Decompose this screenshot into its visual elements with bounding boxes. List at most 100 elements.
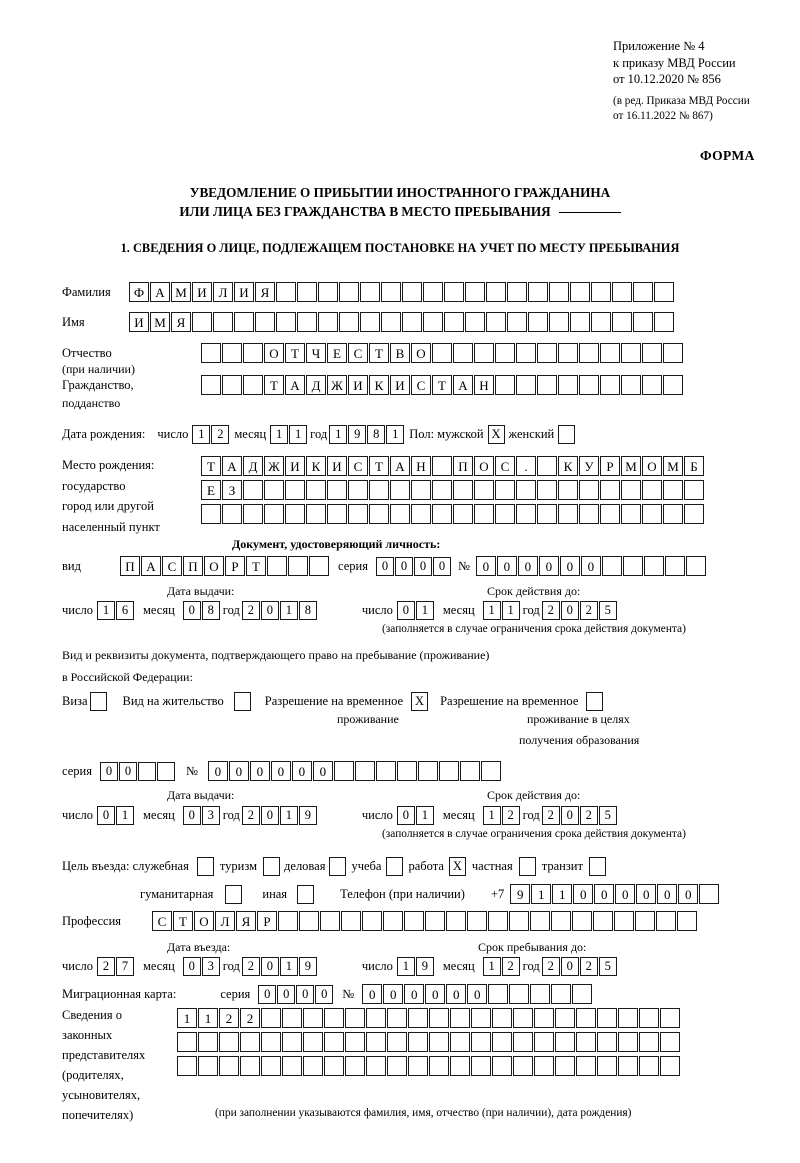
char-cell[interactable]: И [390, 375, 410, 395]
char-cell[interactable] [222, 343, 242, 363]
char-cell[interactable] [465, 312, 485, 332]
char-cell[interactable] [495, 343, 515, 363]
char-cell[interactable] [558, 425, 576, 444]
char-cell[interactable]: 0 [182, 601, 201, 620]
char-cell[interactable]: 8 [298, 601, 317, 620]
char-cell[interactable] [444, 312, 464, 332]
char-cell[interactable] [429, 1056, 449, 1076]
char-cell[interactable] [654, 282, 674, 302]
char-cell[interactable]: Ж [264, 456, 284, 476]
char-cell[interactable]: 0 [560, 601, 579, 620]
char-cell[interactable]: Е [327, 343, 347, 363]
char-cell[interactable] [306, 504, 326, 524]
char-cell[interactable] [366, 1008, 386, 1028]
char-cell[interactable] [600, 504, 620, 524]
char-cell[interactable] [621, 504, 641, 524]
char-cell[interactable] [643, 556, 664, 576]
char-cell[interactable]: 0 [636, 884, 657, 904]
char-cell[interactable]: К [558, 456, 578, 476]
char-cell[interactable] [558, 375, 578, 395]
char-cell[interactable]: 2 [541, 806, 560, 825]
char-cell[interactable]: Т [173, 911, 193, 931]
char-cell[interactable] [621, 480, 641, 500]
char-cell[interactable] [588, 857, 606, 876]
char-cell[interactable] [438, 761, 459, 781]
char-cell[interactable] [177, 1032, 197, 1052]
char-cell[interactable] [450, 1032, 470, 1052]
char-cell[interactable] [192, 312, 212, 332]
char-cell[interactable]: 2 [501, 806, 520, 825]
char-cell[interactable]: 1 [270, 425, 289, 444]
char-cell[interactable] [601, 556, 622, 576]
char-cell[interactable]: 9 [348, 425, 367, 444]
char-cell[interactable]: Ч [306, 343, 326, 363]
char-cell[interactable]: 1 [279, 957, 298, 976]
char-cell[interactable]: 5 [598, 601, 617, 620]
char-cell[interactable] [408, 1032, 428, 1052]
char-cell[interactable] [381, 282, 401, 302]
char-cell[interactable]: Р [600, 456, 620, 476]
char-cell[interactable]: 0 [404, 984, 425, 1004]
char-cell[interactable]: 0 [312, 761, 333, 781]
char-cell[interactable]: 2 [541, 601, 560, 620]
temp-residence-edu-checkbox[interactable] [586, 692, 604, 711]
purpose-work-checkbox[interactable]: X [448, 857, 466, 876]
char-cell[interactable]: А [150, 282, 170, 302]
char-cell[interactable] [549, 312, 569, 332]
char-cell[interactable] [516, 504, 536, 524]
char-cell[interactable] [375, 761, 396, 781]
char-cell[interactable] [663, 504, 683, 524]
char-cell[interactable] [233, 692, 251, 711]
char-cell[interactable] [390, 480, 410, 500]
char-cell[interactable]: О [194, 911, 214, 931]
char-cell[interactable] [339, 312, 359, 332]
char-cell[interactable] [156, 761, 175, 781]
char-cell[interactable] [618, 1056, 638, 1076]
char-cell[interactable] [429, 1032, 449, 1052]
char-cell[interactable]: 0 [396, 806, 415, 825]
char-cell[interactable]: Е [201, 480, 221, 500]
char-cell[interactable]: И [348, 375, 368, 395]
char-cell[interactable]: 0 [118, 761, 137, 781]
char-cell[interactable] [196, 857, 214, 876]
char-cell[interactable] [612, 282, 632, 302]
purpose-other-checkbox[interactable] [297, 884, 315, 904]
char-cell[interactable]: 0 [99, 761, 118, 781]
char-cell[interactable] [453, 343, 473, 363]
purpose-business-checkbox[interactable] [329, 857, 347, 876]
char-cell[interactable]: 8 [201, 601, 220, 620]
char-cell[interactable]: 1 [386, 425, 405, 444]
char-cell[interactable] [177, 1056, 197, 1076]
char-cell[interactable] [201, 343, 221, 363]
purpose-private-checkbox[interactable] [518, 857, 536, 876]
sex-female-checkbox[interactable] [558, 425, 576, 444]
char-cell[interactable]: К [306, 456, 326, 476]
char-cell[interactable]: 0 [375, 556, 394, 576]
char-cell[interactable] [318, 312, 338, 332]
char-cell[interactable] [509, 984, 530, 1004]
char-cell[interactable] [432, 343, 452, 363]
char-cell[interactable]: 0 [207, 761, 228, 781]
char-cell[interactable]: А [222, 456, 242, 476]
char-cell[interactable] [333, 761, 354, 781]
char-cell[interactable] [642, 375, 662, 395]
char-cell[interactable]: М [171, 282, 191, 302]
char-cell[interactable] [396, 761, 417, 781]
char-cell[interactable] [549, 282, 569, 302]
char-cell[interactable]: 2 [240, 1008, 260, 1028]
char-cell[interactable]: 0 [182, 957, 201, 976]
char-cell[interactable]: 9 [415, 957, 434, 976]
char-cell[interactable] [360, 282, 380, 302]
char-cell[interactable]: С [411, 375, 431, 395]
char-cell[interactable]: О [204, 556, 224, 576]
char-cell[interactable]: 0 [560, 806, 579, 825]
char-cell[interactable] [612, 312, 632, 332]
char-cell[interactable] [486, 282, 506, 302]
